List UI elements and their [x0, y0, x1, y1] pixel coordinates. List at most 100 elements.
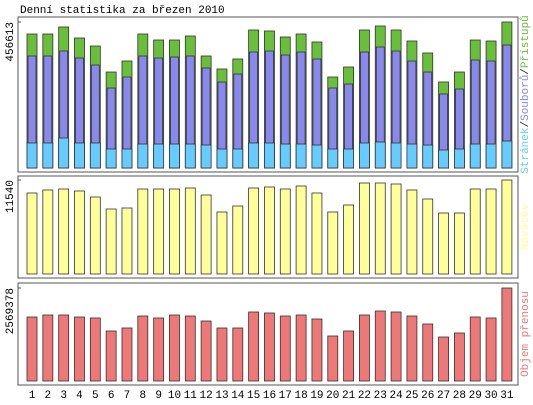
bar: [58, 314, 70, 382]
bar: [454, 332, 465, 382]
bar: [153, 188, 165, 275]
bar: [137, 315, 149, 382]
bar: [169, 188, 180, 275]
x-tick-label: 14: [231, 390, 245, 402]
bar: [264, 312, 275, 382]
x-tick-label: 19: [310, 390, 323, 402]
bar: [501, 287, 513, 382]
bar: [343, 204, 355, 275]
bar: [406, 189, 418, 275]
y-tick-label: 11540: [5, 180, 17, 213]
bar: [248, 142, 260, 169]
bar: [454, 148, 465, 169]
x-tick-label: 29: [469, 390, 482, 402]
bar: [58, 188, 70, 275]
x-tick-label: 9: [155, 390, 162, 402]
bar: [359, 142, 370, 169]
bar: [264, 142, 275, 169]
x-tick-label: 11: [184, 390, 198, 402]
x-tick-label: 30: [484, 390, 497, 402]
bar: [374, 141, 386, 169]
bar: [390, 183, 402, 275]
legend-entry: Souborů: [519, 75, 532, 121]
bar: [232, 148, 244, 169]
legend: Návštěv: [520, 204, 532, 251]
bar: [359, 182, 370, 275]
legend-separator: /: [520, 68, 532, 75]
bar: [184, 143, 196, 169]
bar: [200, 320, 212, 382]
bar: [295, 314, 307, 382]
bar: [374, 182, 386, 275]
bar: [311, 144, 323, 169]
bar: [422, 323, 434, 382]
bar: [501, 179, 513, 275]
bar: [216, 327, 228, 382]
bar: [184, 315, 196, 382]
legend-entry: Přístupů: [519, 15, 532, 68]
legend-entry: Objem přenosu: [520, 291, 532, 377]
x-tick-label: 24: [389, 390, 403, 402]
bar: [216, 211, 228, 275]
x-tick-label: 10: [168, 390, 181, 402]
x-tick-label: 20: [326, 390, 339, 402]
bar: [232, 205, 244, 275]
bar: [153, 317, 165, 382]
bar: [327, 335, 339, 382]
bar: [501, 140, 513, 169]
x-tick-label: 2: [45, 390, 52, 402]
bar: [438, 212, 449, 275]
bar: [438, 149, 449, 169]
bar: [264, 186, 275, 275]
bar: [105, 148, 117, 169]
bar: [327, 148, 339, 169]
bar: [485, 143, 497, 169]
x-tick-label: 15: [247, 390, 260, 402]
bar: [153, 143, 165, 169]
bar: [74, 142, 85, 169]
bar: [406, 315, 418, 382]
bar: [374, 310, 386, 382]
bar: [184, 187, 196, 275]
bar: [279, 188, 291, 275]
bar: [42, 142, 54, 169]
chart-title: Denní statistika za březen 2010: [20, 5, 225, 17]
bar: [279, 315, 291, 382]
x-tick-label: 21: [342, 390, 356, 402]
bar: [248, 187, 260, 275]
bar: [454, 212, 465, 275]
x-tick-label: 12: [200, 390, 213, 402]
x-tick-label: 27: [437, 390, 450, 402]
bar: [105, 208, 117, 275]
bar: [295, 143, 307, 169]
bar: [295, 185, 307, 275]
bar: [248, 311, 260, 382]
x-tick-label: 13: [215, 390, 228, 402]
x-tick-label: 1: [29, 390, 36, 402]
bar: [406, 143, 418, 169]
legend-separator: /: [520, 121, 532, 128]
bar: [89, 196, 101, 275]
bar: [169, 314, 180, 382]
x-tick-label: 31: [500, 390, 514, 402]
bar: [469, 143, 481, 169]
x-tick-label: 23: [374, 390, 387, 402]
x-tick-label: 17: [279, 390, 292, 402]
bar: [137, 143, 149, 169]
bar: [343, 330, 355, 382]
x-tick-label: 18: [295, 390, 308, 402]
bar: [469, 188, 481, 275]
bar: [422, 144, 434, 169]
bar: [121, 207, 133, 275]
bar: [359, 314, 370, 382]
bar: [169, 143, 180, 169]
x-tick-label: 28: [453, 390, 466, 402]
bar: [390, 311, 402, 382]
x-tick-label: 22: [358, 390, 371, 402]
bar: [121, 327, 133, 382]
bar: [74, 316, 85, 382]
bar: [469, 316, 481, 382]
x-tick-label: 5: [92, 390, 99, 402]
legend-entry: Návštěv: [520, 204, 532, 251]
